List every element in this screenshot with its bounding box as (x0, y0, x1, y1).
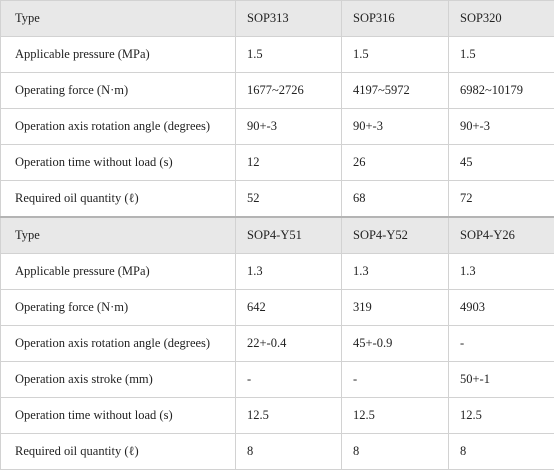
row-label: Operating force (N·m) (0, 72, 236, 109)
cell-value: 1.5 (235, 36, 342, 73)
cell-value: 4903 (448, 289, 554, 326)
cell-value: - (235, 361, 342, 398)
row-label: Operation axis stroke (mm) (0, 361, 236, 398)
table-row: Applicable pressure (MPa) 1.5 1.5 1.5 (0, 36, 554, 73)
cell-value: 12.5 (235, 397, 342, 434)
cell-value: SOP4-Y51 (235, 216, 342, 254)
table-row: Operating force (N·m) 642 319 4903 (0, 289, 554, 326)
table-row: Required oil quantity (ℓ) 52 68 72 (0, 180, 554, 218)
table-row: Applicable pressure (MPa) 1.3 1.3 1.3 (0, 253, 554, 290)
cell-value: 1.5 (448, 36, 554, 73)
cell-value: 1.5 (341, 36, 449, 73)
row-label: Type (0, 0, 236, 37)
cell-value: 22+-0.4 (235, 325, 342, 362)
cell-value: 26 (341, 144, 449, 181)
cell-value: SOP320 (448, 0, 554, 37)
table-row: Operation time without load (s) 12 26 45 (0, 144, 554, 181)
cell-value: 72 (448, 180, 554, 218)
table1-header-row: Type SOP313 SOP316 SOP320 (0, 0, 554, 37)
cell-value: 50+-1 (448, 361, 554, 398)
row-label: Operating force (N·m) (0, 289, 236, 326)
row-label: Required oil quantity (ℓ) (0, 180, 236, 218)
cell-value: SOP4-Y52 (341, 216, 449, 254)
row-label: Operation axis rotation angle (degrees) (0, 325, 236, 362)
cell-value: - (341, 361, 449, 398)
cell-value: 1.3 (448, 253, 554, 290)
cell-value: 1.3 (341, 253, 449, 290)
table-row: Operation axis rotation angle (degrees) 2… (0, 325, 554, 362)
table-row: Operating force (N·m) 1677~2726 4197~5972 6… (0, 72, 554, 109)
cell-value: 12 (235, 144, 342, 181)
table-row: Operation time without load (s) 12.5 12.5 1… (0, 397, 554, 434)
cell-value: 642 (235, 289, 342, 326)
cell-value: 1677~2726 (235, 72, 342, 109)
row-label: Operation time without load (s) (0, 397, 236, 434)
row-label: Required oil quantity (ℓ) (0, 433, 236, 470)
row-label: Applicable pressure (MPa) (0, 36, 236, 73)
cell-value: 45+-0.9 (341, 325, 449, 362)
cell-value: 45 (448, 144, 554, 181)
cell-value: SOP313 (235, 0, 342, 37)
row-label: Applicable pressure (MPa) (0, 253, 236, 290)
table-row: Required oil quantity (ℓ) 8 8 8 (0, 433, 554, 470)
cell-value: 4197~5972 (341, 72, 449, 109)
cell-value: 68 (341, 180, 449, 218)
cell-value: 12.5 (448, 397, 554, 434)
table-row: Operation axis rotation angle (degrees) 9… (0, 108, 554, 145)
cell-value: 90+-3 (448, 108, 554, 145)
cell-value: 52 (235, 180, 342, 218)
table2-header-row: Type SOP4-Y51 SOP4-Y52 SOP4-Y26 (0, 216, 554, 254)
cell-value: 8 (341, 433, 449, 470)
cell-value: 90+-3 (235, 108, 342, 145)
cell-value: 1.3 (235, 253, 342, 290)
cell-value: 8 (448, 433, 554, 470)
cell-value: - (448, 325, 554, 362)
row-label: Operation time without load (s) (0, 144, 236, 181)
cell-value: SOP316 (341, 0, 449, 37)
row-label: Operation axis rotation angle (degrees) (0, 108, 236, 145)
cell-value: 90+-3 (341, 108, 449, 145)
table-row: Operation axis stroke (mm) - -50+-1 (0, 361, 554, 398)
cell-value: 319 (341, 289, 449, 326)
cell-value: 12.5 (341, 397, 449, 434)
row-label: Type (0, 216, 236, 254)
cell-value: 6982~10179 (448, 72, 554, 109)
cell-value: 8 (235, 433, 342, 470)
cell-value: SOP4-Y26 (448, 216, 554, 254)
